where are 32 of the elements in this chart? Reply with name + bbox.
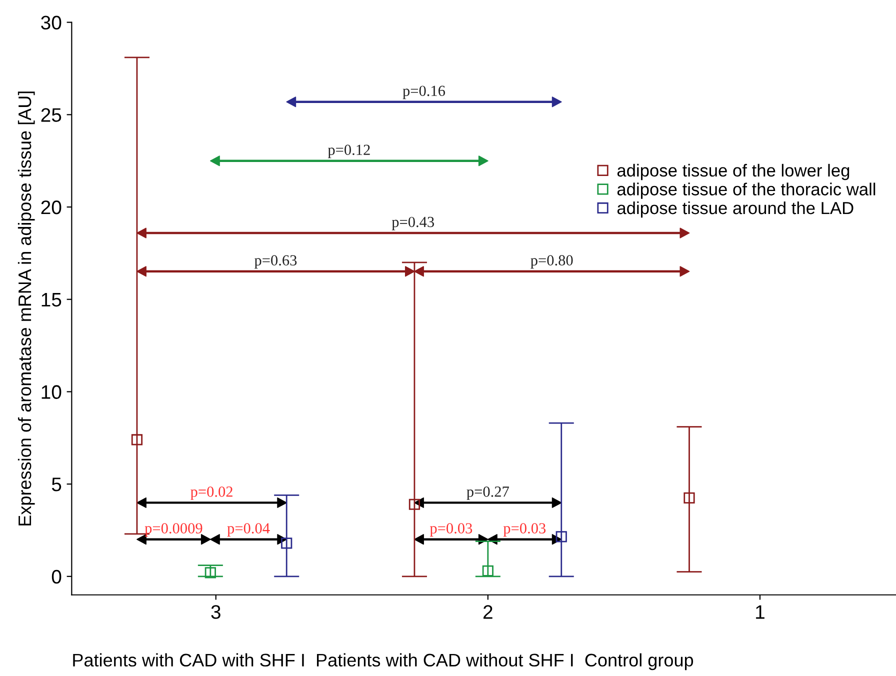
point — [204, 567, 216, 578]
annotation: p=0.03 — [503, 523, 546, 537]
annotation: p=0.12 — [328, 144, 370, 158]
point — [281, 538, 292, 549]
annotation: p=0.02 — [190, 486, 232, 500]
annotation: p=0.27 — [466, 486, 509, 500]
point — [556, 531, 567, 542]
y-axis-title: Expression of aromatase mRNA in adipose tissue [AU] — [18, 92, 35, 526]
legend-label: adipose tissue of the lower leg — [617, 164, 850, 180]
y-tick-label: 20 — [41, 200, 62, 214]
y-tick-label: 5 — [52, 478, 62, 492]
annotation: p=0.04 — [227, 523, 270, 537]
point — [684, 492, 695, 504]
y-tick-label: 30 — [41, 16, 62, 30]
annotation: p=0.03 — [430, 523, 472, 537]
x-tick-label: 1 — [756, 605, 764, 619]
x-axis-title: Patients with CAD with SHF I Patients with CAD without SHF I Control group — [73, 653, 694, 670]
annotation: p=0.63 — [254, 255, 297, 269]
x-tick-label: 3 — [211, 605, 220, 619]
y-tick-label: 25 — [41, 108, 62, 122]
annotation: p=0.43 — [392, 216, 434, 230]
y-tick-label: 10 — [42, 385, 62, 399]
legend-label: adipose tissue of the thoracic wall — [617, 182, 876, 199]
y-tick-label: 0 — [52, 570, 62, 584]
legend-label: adipose tissue around the LAD — [617, 201, 854, 218]
point — [131, 434, 143, 446]
point — [482, 565, 494, 576]
y-tick-label: 15 — [42, 293, 62, 307]
annotation: p=0.80 — [530, 255, 573, 269]
x-tick-label: 2 — [483, 605, 492, 619]
annotation: p=0.0009 — [144, 523, 202, 537]
annotation: p=0.16 — [402, 86, 446, 100]
